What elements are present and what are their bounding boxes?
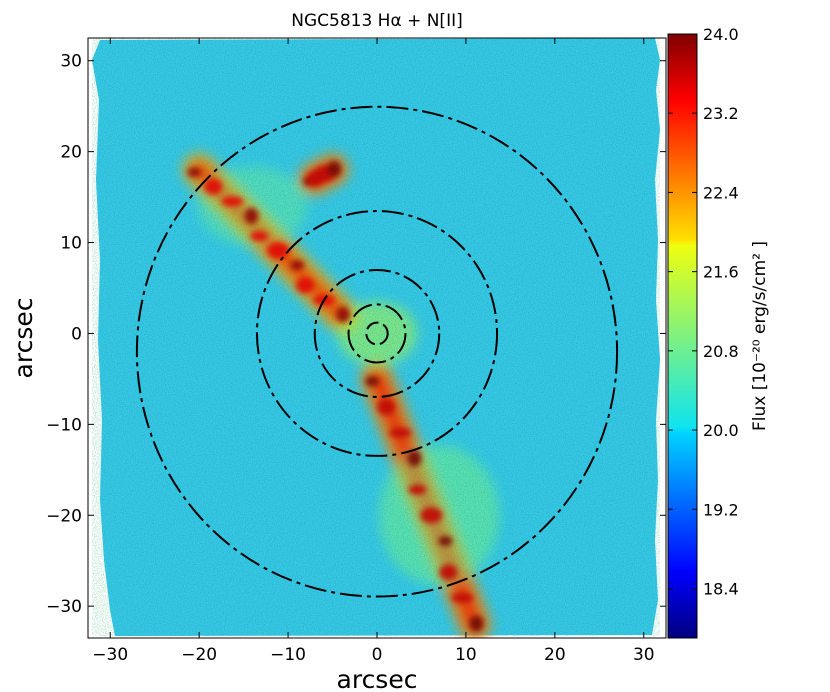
colorbar-tick-label: 21.6 <box>703 263 739 282</box>
colorbar <box>667 33 698 639</box>
colorbar-tick-label: 20.8 <box>703 342 739 361</box>
colorbar-tick-label: 24.0 <box>703 25 739 44</box>
contour-2 <box>313 268 441 398</box>
chart-title: NGC5813 Hα + N[II] <box>291 11 462 31</box>
x-tick-label: −20 <box>181 645 217 665</box>
contour-layer <box>135 105 619 598</box>
y-tick-label: −10 <box>46 415 82 435</box>
x-axis: −30 −20 −10 0 10 20 30 <box>92 38 655 665</box>
colorbar-tick-label: 18.4 <box>703 579 739 598</box>
noise-overlay <box>92 38 660 636</box>
y-tick-label: 10 <box>60 234 82 254</box>
y-tick-label: 30 <box>60 52 82 72</box>
colorbar-tick-label: 20.0 <box>703 421 739 440</box>
colorbar-tick-label: 23.2 <box>703 104 739 123</box>
contour-3 <box>255 210 499 457</box>
y-axis: −30 −20 −10 0 10 20 30 <box>46 52 666 617</box>
colorbar-tick-label: 19.2 <box>703 500 739 519</box>
flux-map <box>88 38 666 638</box>
y-tick-label: 20 <box>60 143 82 163</box>
y-axis-label: arcsec <box>9 298 38 379</box>
y-tick-label: −20 <box>46 506 82 526</box>
contour-1 <box>347 303 407 364</box>
x-tick-label: −30 <box>92 645 128 665</box>
colorbar-label: Flux [10⁻²⁰ erg/s/cm² ] <box>750 241 770 431</box>
x-tick-label: 20 <box>544 645 566 665</box>
colorbar-tick-label: 22.4 <box>703 183 739 202</box>
x-tick-label: −10 <box>270 645 306 665</box>
y-tick-label: −30 <box>46 597 82 617</box>
x-tick-label: 0 <box>372 645 383 665</box>
contour-0 <box>365 321 389 346</box>
x-axis-label: arcsec <box>337 665 418 692</box>
contour-4 <box>135 105 619 598</box>
x-tick-label: 30 <box>633 645 655 665</box>
y-tick-label: 0 <box>71 324 82 344</box>
x-tick-label: 10 <box>455 645 477 665</box>
colorbar-ticks: 18.4 19.2 20.0 20.8 21.6 22.4 23.2 24.0 <box>668 25 739 598</box>
